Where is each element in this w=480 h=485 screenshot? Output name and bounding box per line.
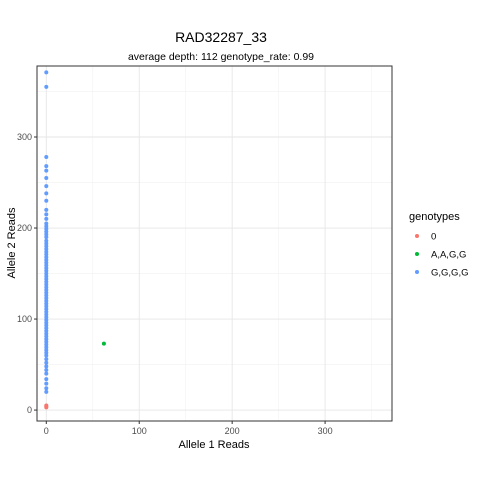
data-point	[44, 389, 49, 394]
data-point	[44, 164, 49, 169]
data-point	[44, 235, 49, 240]
plot-panel	[37, 66, 392, 421]
x-axis-label: Allele 1 Reads	[179, 439, 250, 451]
legend-title: genotypes	[409, 211, 460, 223]
legend-key	[415, 270, 419, 274]
y-tick-label: 100	[17, 314, 32, 324]
y-tick-label: 0	[27, 405, 32, 415]
data-point	[44, 207, 49, 212]
data-point	[44, 175, 49, 180]
chart-subtitle: average depth: 112 genotype_rate: 0.99	[128, 51, 314, 63]
legend-key	[415, 234, 419, 238]
x-tick-label: 200	[225, 426, 240, 436]
data-point	[44, 364, 49, 369]
grid-lines	[37, 66, 392, 421]
data-points	[44, 70, 106, 410]
data-point	[44, 353, 49, 358]
axes: 0 100 200 300 0 100 200 300	[17, 132, 333, 436]
x-tick-label: 100	[132, 426, 147, 436]
plot-border	[36, 65, 393, 422]
y-axis-label: Allele 2 Reads	[6, 207, 18, 278]
legend: genotypes 0 A,A,G,G G,G,G,G	[409, 211, 468, 279]
data-point	[44, 191, 49, 196]
data-point	[44, 357, 49, 362]
data-point	[101, 341, 106, 346]
data-point	[44, 377, 49, 382]
data-point	[44, 198, 49, 203]
data-point	[44, 70, 49, 75]
chart-title: RAD32287_33	[175, 29, 267, 45]
legend-key	[415, 252, 419, 256]
data-point	[44, 168, 49, 173]
y-tick-label: 300	[17, 132, 32, 142]
data-point	[44, 371, 49, 376]
data-point	[44, 403, 49, 408]
data-point	[44, 360, 49, 365]
legend-label: 0	[431, 232, 436, 243]
data-point	[44, 381, 49, 386]
data-point	[44, 155, 49, 160]
y-tick-label: 200	[17, 223, 32, 233]
x-tick-label: 300	[318, 426, 333, 436]
data-point	[44, 368, 49, 373]
data-point	[44, 84, 49, 89]
data-point	[44, 212, 49, 217]
data-point	[44, 184, 49, 189]
data-point	[44, 386, 49, 391]
legend-label: A,A,G,G	[431, 250, 466, 261]
data-point	[44, 216, 49, 221]
x-tick-label: 0	[44, 426, 49, 436]
legend-label: G,G,G,G	[431, 268, 468, 279]
